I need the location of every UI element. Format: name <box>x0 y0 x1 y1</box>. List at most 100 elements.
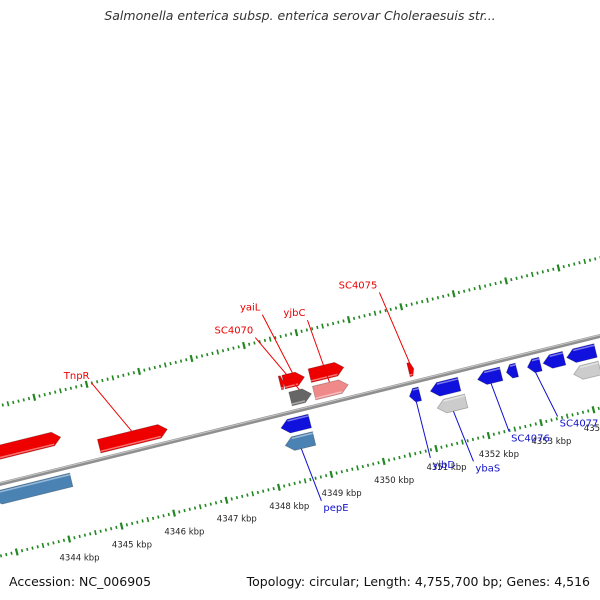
inner-scale-tick <box>52 541 55 545</box>
gene-arrow[interactable] <box>542 350 567 369</box>
inner-scale-tick <box>104 528 108 532</box>
gene-arrow-shine <box>287 415 309 422</box>
inner-scale-tick <box>335 471 338 475</box>
inner-scale-tick <box>466 439 469 443</box>
inner-scale-tick <box>0 554 3 558</box>
gene-arrow-shine <box>291 400 306 405</box>
outer-scale-tick <box>305 328 308 332</box>
outer-scale-tick <box>399 303 404 311</box>
inner-scale-tick <box>298 480 302 484</box>
outer-scale-tick <box>358 315 361 319</box>
gene-label[interactable]: SC4070 <box>215 326 254 337</box>
outer-scale-tick <box>253 341 256 345</box>
gene-arrow[interactable] <box>284 431 317 451</box>
outer-scale-tick <box>321 323 324 329</box>
gene-arrow[interactable] <box>0 431 62 463</box>
gene-arrow[interactable] <box>311 379 349 401</box>
gene-arrow[interactable] <box>96 424 168 454</box>
outer-scale-tick <box>436 296 440 300</box>
inner-scale-tick <box>83 533 87 537</box>
inner-scale-tick <box>62 538 66 542</box>
gene-arrow[interactable] <box>436 393 469 414</box>
outer-scale-tick <box>211 351 214 355</box>
outer-scale-tick <box>200 354 204 358</box>
outer-scale-tick <box>122 373 125 377</box>
inner-scale-tick <box>256 490 260 495</box>
gene-arrow-shine <box>291 432 314 440</box>
inner-scale-tick <box>293 481 296 486</box>
inner-scale-tick <box>235 495 239 500</box>
inner-scale-tick <box>125 523 129 527</box>
gene-label[interactable]: TnpR <box>63 371 90 382</box>
outer-scale-tick <box>583 258 587 265</box>
outer-scale-tick <box>174 360 177 365</box>
outer-scale-tick <box>384 308 387 313</box>
inner-scale-tick <box>57 539 60 544</box>
gene-arrow[interactable] <box>0 472 74 505</box>
inner-scale-tick <box>73 536 76 540</box>
outer-scale-tick <box>499 280 502 284</box>
gene-arrow[interactable] <box>408 386 423 403</box>
inner-scale-tick <box>267 488 270 492</box>
inner-scale-tick <box>324 474 328 478</box>
outer-scale-tick <box>326 323 329 327</box>
inner-scale-tick <box>5 552 8 557</box>
outer-scale-tick <box>410 302 413 306</box>
outer-scale-tick <box>274 336 277 340</box>
inner-scale-tick <box>440 445 443 449</box>
gene-arrow[interactable] <box>526 356 543 374</box>
outer-scale-tick <box>342 319 345 323</box>
gene-arrow[interactable] <box>566 343 598 363</box>
outer-scale-tick <box>263 338 267 343</box>
gene-arrow[interactable] <box>277 375 285 391</box>
inner-scale-tick <box>366 463 370 467</box>
inner-scale-tick <box>445 444 448 448</box>
inner-scale-tick <box>597 406 600 411</box>
inner-scale-tick <box>486 431 491 440</box>
gene-label[interactable]: SC4077 <box>560 418 599 429</box>
inner-scale-tick <box>539 418 543 427</box>
outer-scale-tick <box>48 391 52 396</box>
gene-arrow[interactable] <box>288 388 313 407</box>
outer-scale-tick <box>373 310 377 316</box>
gene-arrow[interactable] <box>505 362 520 379</box>
feature-layer[interactable] <box>0 343 600 505</box>
outer-scale-tick <box>473 286 476 291</box>
inner-scale-tick <box>99 529 102 533</box>
gene-arrow[interactable] <box>573 360 600 380</box>
gene-label[interactable]: SC4076 <box>511 433 550 444</box>
gene-arrow[interactable] <box>406 361 415 378</box>
outer-scale-tick <box>451 290 456 298</box>
outer-scale-tick <box>530 271 534 278</box>
gene-label-leader <box>452 411 474 462</box>
gene-arrow[interactable] <box>281 371 306 390</box>
outer-scale-tick <box>153 365 156 370</box>
inner-scale-tick <box>36 545 39 549</box>
gene-label[interactable]: ybaS <box>475 463 500 474</box>
gene-label[interactable]: yjbD <box>432 460 455 471</box>
outer-scale-tick <box>27 396 31 401</box>
gene-arrow[interactable] <box>429 376 462 397</box>
inner-scale-tick <box>319 475 322 479</box>
gene-label[interactable]: pepE <box>323 503 348 514</box>
outer-scale-tick <box>242 341 246 350</box>
gene-arrow[interactable] <box>477 366 504 385</box>
gene-label[interactable]: yaiL <box>240 303 261 314</box>
inner-scale-tick <box>14 548 19 556</box>
gene-label-leader <box>378 292 410 363</box>
genome-stats-text: Topology: circular; Length: 4,755,700 bp… <box>246 574 590 589</box>
scale-tick-label: 4350 kbp <box>374 476 414 486</box>
gene-arrow[interactable] <box>280 413 312 434</box>
inner-scale-tick <box>565 413 569 419</box>
inner-scale-tick <box>398 455 401 460</box>
gene-label[interactable]: SC4075 <box>339 280 378 291</box>
gene-label[interactable]: yjbC <box>283 308 305 319</box>
inner-scale-tick <box>309 477 312 482</box>
inner-scale-tick <box>193 506 197 510</box>
inner-scale-tick <box>429 448 433 452</box>
inner-scale-tick <box>47 542 50 546</box>
outer-scale-tick <box>248 342 251 346</box>
outer-scale-tick <box>163 362 167 368</box>
outer-scale-tick <box>54 390 57 394</box>
